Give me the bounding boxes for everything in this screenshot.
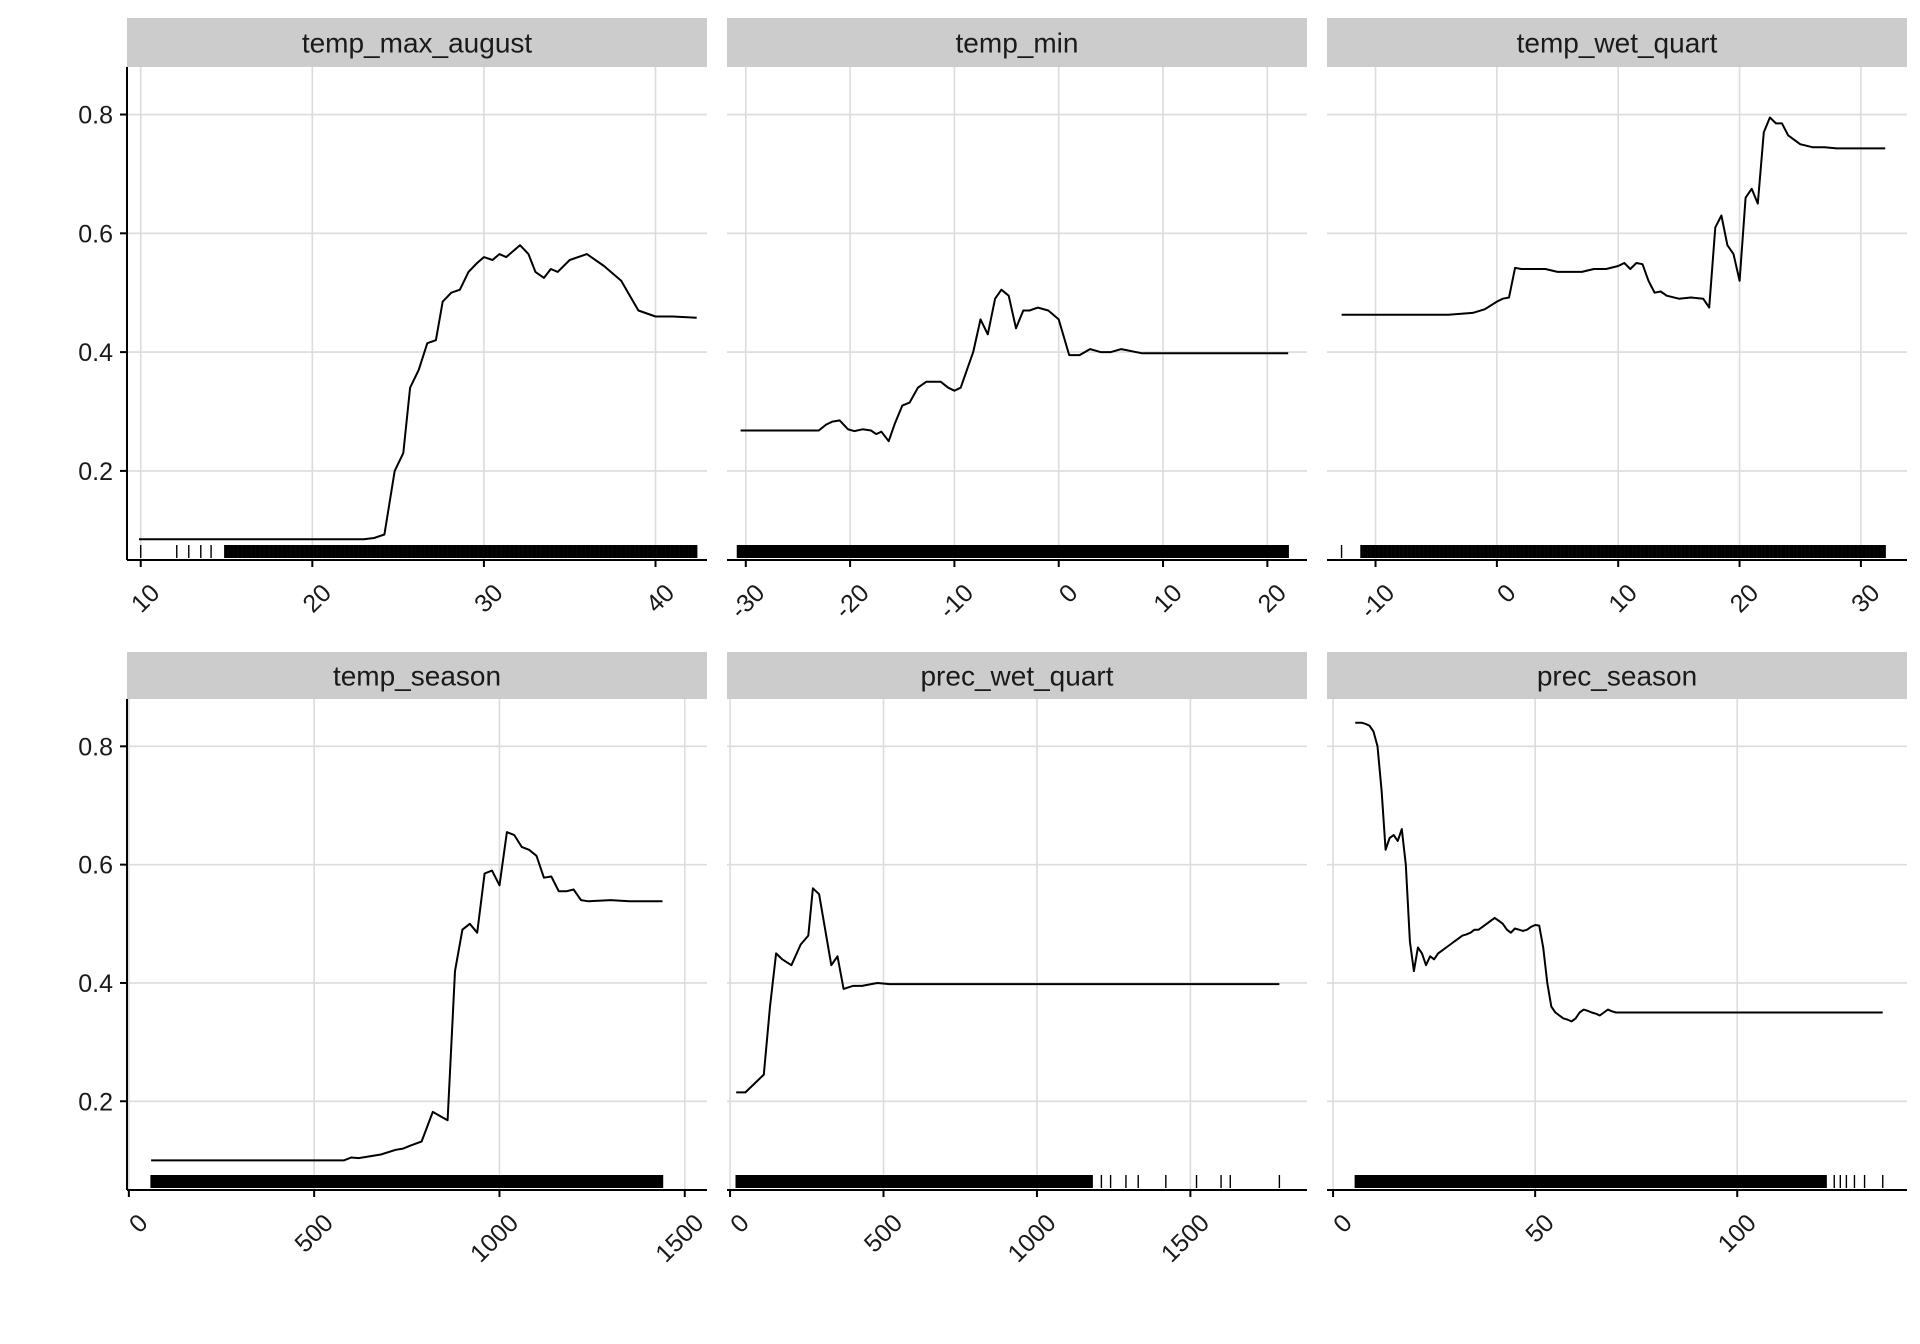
x-tick-label: 20 [1253,579,1292,618]
pdp-line [736,887,1280,1094]
x-tick-label: 1000 [1002,1209,1061,1268]
facet-title: prec_season [1537,661,1697,692]
x-tick-label: 1500 [1156,1209,1215,1268]
facet-title: temp_max_august [302,28,533,59]
y-tick-label: 0.4 [78,339,113,367]
x-tick-label: 10 [1148,579,1187,618]
pdp-line [1355,721,1883,1023]
x-tick-label: 50 [1520,1209,1559,1248]
x-tick-label: 0 [1054,579,1084,609]
y-tick-label: 0.2 [78,1088,113,1116]
y-tick-label: 0.4 [78,970,113,998]
panel-temp_wet_quart: temp_wet_quart -10 0 10 20 30 [1327,18,1907,624]
x-tick-label: 1500 [650,1209,709,1268]
facet-strip [727,18,1307,67]
y-tick-label: 0.8 [78,733,113,761]
x-tick-label: 10 [1603,579,1642,618]
facet-strip [1327,18,1907,67]
panel-prec_season: prec_season 0 50 100 [1327,652,1907,1258]
x-tick-label: 20 [297,579,336,618]
y-tick-label: 0.6 [78,852,113,880]
y-tick-label: 0.8 [78,102,113,130]
panel-prec_wet_quart: prec_wet_quart 0 500 1000 1500 [725,652,1307,1268]
x-tick-label: 0 [725,1209,755,1239]
x-tick-label: 500 [859,1209,908,1258]
panel-temp_min: temp_min -30 -20 -10 0 10 20 [725,18,1307,624]
x-tick-label: -10 [934,579,979,624]
x-tick-label: 500 [289,1209,338,1258]
pdp-line [1341,116,1886,316]
facet-strip [127,652,707,699]
x-tick-label: 1000 [465,1209,524,1268]
x-tick-label: 0 [124,1209,154,1239]
x-tick-label: 0 [1328,1209,1358,1239]
pdp-line [139,244,697,541]
panel-temp_season: temp_season 0 500 1000 1500 0.2 0.4 0.6 0.8 [78,652,709,1268]
facet-strip [127,18,707,67]
x-tick-label: 100 [1713,1209,1762,1258]
x-tick-label: 30 [469,579,508,618]
x-tick-label: -20 [829,579,874,624]
facet-title: temp_min [956,28,1079,59]
panel-temp_max_august: temp_max_august 10 20 30 40 0.2 0.4 0.6 0.8 [78,18,707,618]
x-tick-label: 0 [1492,579,1522,609]
x-tick-label: 10 [126,579,165,618]
x-tick-label: 30 [1846,579,1885,618]
x-tick-label: 40 [641,579,680,618]
x-tick-label: -10 [1355,579,1400,624]
facet-strip [727,652,1307,699]
facet-title: prec_wet_quart [920,661,1113,692]
y-tick-label: 0.2 [78,458,113,486]
pdp-line [151,831,663,1162]
pdp-line [740,288,1289,443]
y-tick-label: 0.6 [78,220,113,248]
x-tick-label: 20 [1725,579,1764,618]
facet-title: temp_wet_quart [1517,28,1718,59]
x-tick-label: -30 [725,579,770,624]
facet-strip [1327,652,1907,699]
facet-title: temp_season [333,661,501,692]
